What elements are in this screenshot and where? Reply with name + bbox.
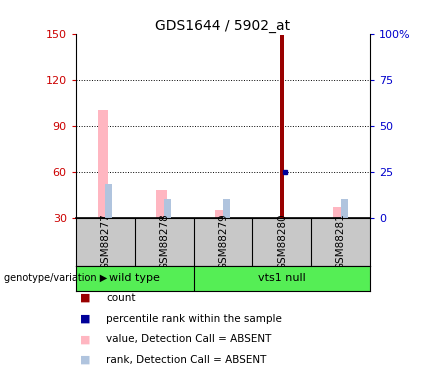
Bar: [156, 190, 167, 217]
Text: rank, Detection Call = ABSENT: rank, Detection Call = ABSENT: [106, 355, 266, 365]
Bar: [215, 210, 226, 218]
Text: count: count: [106, 293, 136, 303]
Bar: [280, 35, 284, 218]
Bar: [341, 199, 348, 217]
Text: ■: ■: [80, 314, 90, 324]
Text: GSM88279: GSM88279: [218, 213, 228, 270]
Bar: [105, 184, 112, 218]
Bar: [97, 110, 108, 218]
Text: ■: ■: [80, 334, 90, 344]
Text: GSM88277: GSM88277: [100, 213, 110, 270]
Text: GSM88281: GSM88281: [336, 213, 346, 270]
Text: GSM88280: GSM88280: [277, 214, 287, 270]
Text: percentile rank within the sample: percentile rank within the sample: [106, 314, 282, 324]
Text: vts1 null: vts1 null: [258, 273, 306, 284]
Bar: [333, 207, 344, 218]
Text: GSM88278: GSM88278: [159, 213, 169, 270]
Bar: [164, 199, 171, 217]
Text: genotype/variation ▶: genotype/variation ▶: [4, 273, 107, 284]
Text: ■: ■: [80, 355, 90, 365]
Title: GDS1644 / 5902_at: GDS1644 / 5902_at: [155, 19, 291, 33]
Bar: [223, 199, 230, 217]
Text: value, Detection Call = ABSENT: value, Detection Call = ABSENT: [106, 334, 271, 344]
Text: ■: ■: [80, 293, 90, 303]
Text: wild type: wild type: [109, 273, 160, 284]
